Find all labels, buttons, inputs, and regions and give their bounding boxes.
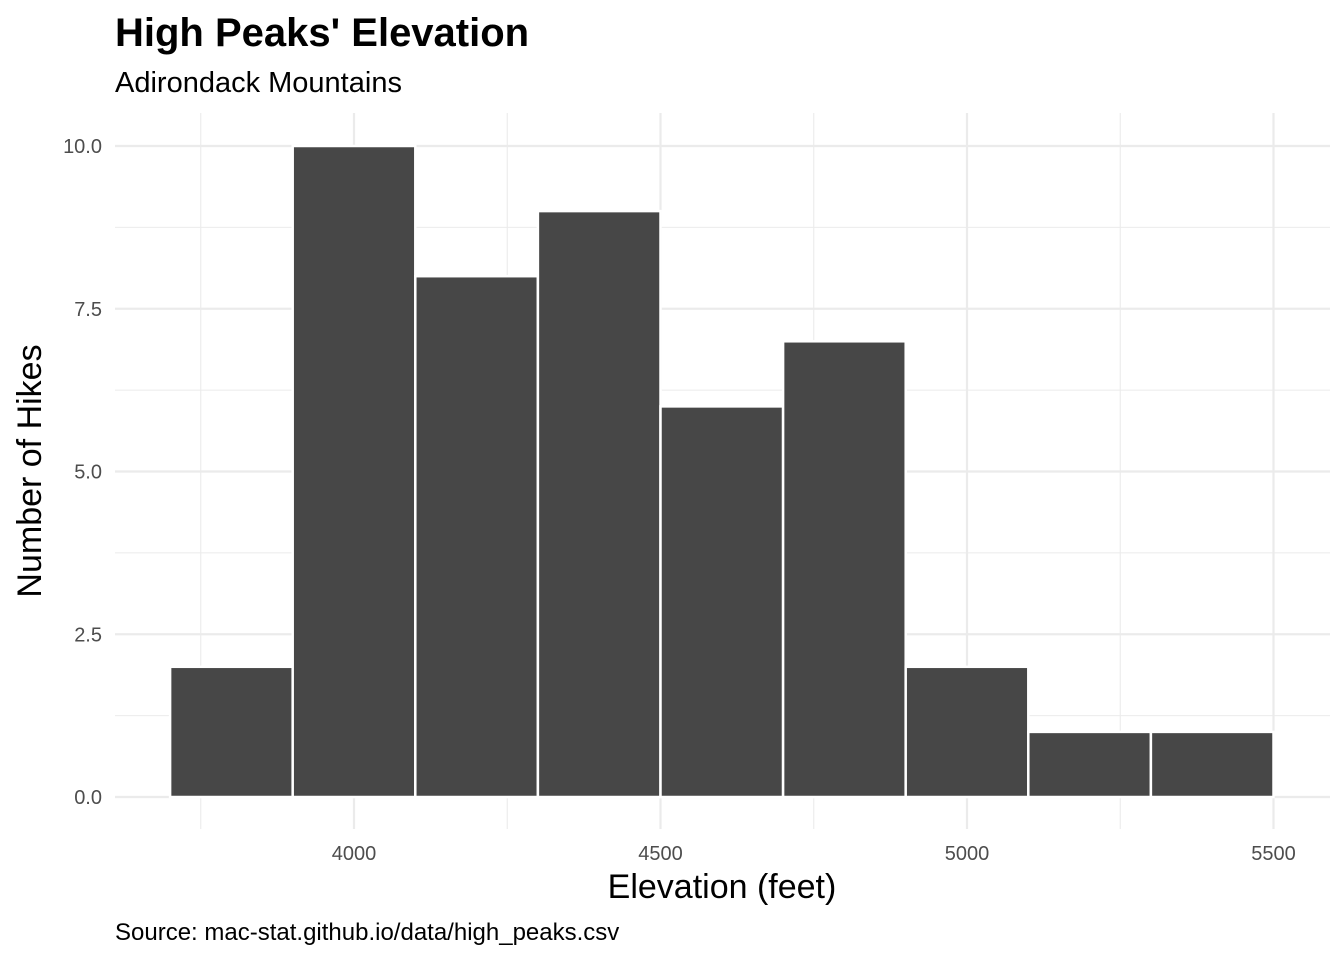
chart-subtitle: Adirondack Mountains	[115, 67, 402, 99]
histogram-bar-2	[291, 144, 417, 799]
y-axis-title: Number of Hikes	[11, 344, 49, 597]
x-axis-title: Elevation (feet)	[608, 868, 837, 906]
chart-caption: Source: mac-stat.github.io/data/high_pea…	[115, 919, 619, 946]
histogram-bar-3	[414, 274, 540, 799]
y-tick-label: 0.0	[74, 787, 102, 809]
x-tick-label: 4500	[638, 843, 683, 865]
y-tick-label: 2.5	[74, 624, 102, 646]
chart-title: High Peaks' Elevation	[115, 11, 529, 55]
histogram-bar-7	[904, 665, 1030, 799]
x-axis-tick-labels: 4000 4500 5000 5500	[332, 843, 1296, 865]
histogram-bar-1	[168, 665, 294, 799]
y-axis-tick-labels: 0.0 2.5 5.0 7.5 10.0	[63, 136, 102, 809]
histogram-bars	[168, 144, 1275, 799]
y-tick-label: 7.5	[74, 299, 102, 321]
x-tick-label: 4000	[332, 843, 377, 865]
histogram-bar-5	[659, 405, 785, 799]
x-tick-label: 5500	[1251, 843, 1296, 865]
histogram-bar-8	[1027, 730, 1153, 799]
y-tick-label: 10.0	[63, 136, 102, 158]
y-tick-label: 5.0	[74, 462, 102, 484]
x-tick-label: 5000	[945, 843, 990, 865]
histogram-bar-6	[781, 340, 907, 799]
histogram-bar-9	[1149, 730, 1275, 799]
histogram-bar-4	[536, 209, 662, 799]
